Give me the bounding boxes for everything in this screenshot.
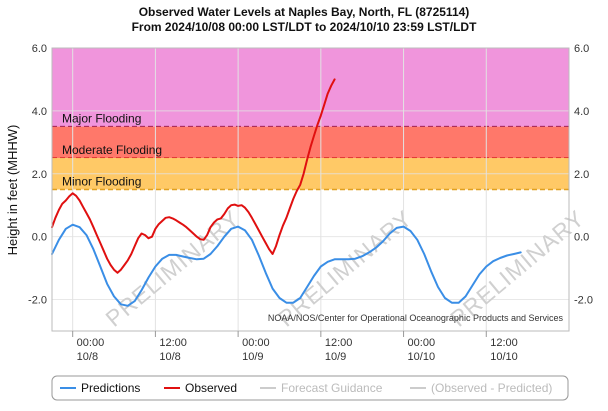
plot-area bbox=[51, 47, 570, 332]
major-flooding-band bbox=[52, 48, 569, 127]
moderate-flooding-label: Moderate Flooding bbox=[62, 143, 162, 157]
y-tick-label-right: 2.0 bbox=[574, 169, 589, 181]
observed-line bbox=[51, 78, 336, 274]
x-tick-time: 12:00 bbox=[325, 337, 353, 349]
major-flooding-label: Major Flooding bbox=[62, 112, 141, 126]
flood-band-labels: Major Flooding Moderate Flooding Minor Flo… bbox=[62, 112, 162, 189]
x-tick-date: 10/9 bbox=[325, 351, 346, 363]
y-axis-right: 6.0 4.0 2.0 0.0 -2.0 bbox=[574, 43, 593, 307]
y-tick-label-left: 4.0 bbox=[32, 106, 47, 118]
legend-label-observed-predicted: (Observed - Predicted) bbox=[431, 381, 552, 395]
y-tick-label-left: 6.0 bbox=[32, 43, 47, 55]
legend-label-predictions: Predictions bbox=[81, 381, 140, 395]
moderate-flooding-band bbox=[52, 126, 569, 159]
chart-title: Observed Water Levels at Naples Bay, Nor… bbox=[139, 5, 470, 19]
y-axis-left: 6.0 4.0 2.0 0.0 -2.0 bbox=[28, 43, 47, 307]
y-tick-label-left: 0.0 bbox=[32, 232, 47, 244]
y-tick-label-right: 4.0 bbox=[574, 106, 589, 118]
x-tick-time: 12:00 bbox=[490, 337, 518, 349]
flood-bands bbox=[52, 48, 569, 191]
y-tick-label-right: 0.0 bbox=[574, 232, 589, 244]
legend-label-observed: Observed bbox=[185, 381, 237, 395]
y-tick-label-right: -2.0 bbox=[574, 295, 593, 307]
x-tick-date: 10/10 bbox=[490, 351, 518, 363]
y-tick-label-right: 6.0 bbox=[574, 43, 589, 55]
chart-subtitle: From 2024/10/08 00:00 LST/LDT to 2024/10… bbox=[132, 20, 477, 34]
legend-box bbox=[51, 375, 569, 401]
x-tick-time: 00:00 bbox=[242, 337, 270, 349]
legend-label-forecast-guidance: Forecast Guidance bbox=[281, 381, 383, 395]
x-axis: 00:00 10/8 12:00 10/8 00:00 10/9 12:00 10/9 00:0… bbox=[72, 331, 518, 363]
predictions-line bbox=[51, 223, 522, 307]
y-tick-label-left: 2.0 bbox=[32, 169, 47, 181]
x-tick-date: 10/8 bbox=[159, 351, 180, 363]
series-lines bbox=[51, 47, 570, 332]
x-tick-date: 10/10 bbox=[408, 351, 436, 363]
x-tick-time: 12:00 bbox=[159, 337, 187, 349]
source-credit: NOAA/NOS/Center for Operational Oceanogr… bbox=[268, 313, 564, 323]
minor-flooding-label: Minor Flooding bbox=[62, 175, 141, 189]
x-tick-date: 10/8 bbox=[77, 351, 98, 363]
x-tick-time: 00:00 bbox=[408, 337, 436, 349]
x-tick-date: 10/9 bbox=[242, 351, 263, 363]
y-axis-label: Height in feet (MHHW) bbox=[5, 125, 20, 256]
y-tick-label-left: -2.0 bbox=[28, 295, 47, 307]
legend: Predictions Observed Forecast Guidance (Obs… bbox=[51, 375, 569, 401]
x-tick-time: 00:00 bbox=[77, 337, 105, 349]
